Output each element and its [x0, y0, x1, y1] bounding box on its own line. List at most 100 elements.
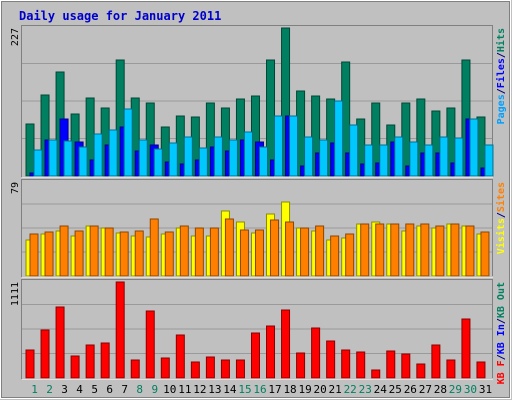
bar-sites — [104, 227, 114, 277]
bar-sites — [360, 223, 370, 277]
bar-sites — [119, 231, 129, 277]
legend-entry: / — [496, 212, 507, 218]
panel-legend: Visits/Sites — [495, 182, 507, 254]
bar-kb-f — [476, 361, 486, 379]
bar-sites — [285, 221, 295, 277]
bar-kb-f — [296, 352, 306, 379]
legend-entry: / — [496, 52, 507, 58]
bar-sites — [465, 225, 475, 277]
bar-kb-f — [416, 363, 426, 379]
bar-pages — [63, 140, 73, 177]
x-tick-label: 17 — [268, 383, 281, 396]
bar-pages — [349, 124, 359, 177]
bar-sites — [435, 225, 445, 277]
legend-entry: / — [496, 354, 507, 360]
bar-pages — [228, 139, 238, 177]
bar-kb-f — [40, 329, 50, 379]
bar-pages — [364, 144, 374, 177]
bar-sites — [194, 227, 204, 277]
bar-pages — [213, 136, 223, 177]
bar-sites — [375, 223, 385, 277]
x-tick-label: 6 — [106, 383, 113, 396]
bar-pages — [319, 139, 329, 177]
legend-entry: Files — [495, 58, 507, 88]
bar-sites — [209, 227, 219, 277]
bar-kb-f — [160, 357, 170, 379]
bar-pages — [108, 129, 118, 177]
x-tick-label: 11 — [178, 383, 191, 396]
bar-kb-f — [266, 325, 276, 379]
legend-entry: KB In — [496, 324, 507, 354]
x-tick-label: 4 — [76, 383, 83, 396]
x-tick-label: 19 — [298, 383, 311, 396]
legend-entry: Sites — [495, 182, 507, 212]
legend-entry: KB F — [496, 360, 507, 384]
bar-sites — [300, 227, 310, 277]
panel-max-label: 227 — [10, 28, 21, 46]
bar-kb-f — [356, 351, 366, 379]
x-tick-label: 30 — [464, 383, 477, 396]
bar-pages — [289, 115, 299, 177]
x-tick-label: 18 — [283, 383, 296, 396]
bar-kb-f — [281, 309, 291, 379]
bar-pages — [123, 108, 133, 177]
bar-sites — [59, 225, 69, 277]
x-tick-label: 10 — [163, 383, 176, 396]
x-tick-label: 21 — [329, 383, 342, 396]
bar-sites — [74, 230, 84, 277]
bar-kb-f — [461, 318, 471, 379]
panel-max-label: 1111 — [10, 282, 21, 306]
bar-pages — [334, 100, 344, 177]
bar-pages — [183, 136, 193, 177]
bar-sites — [480, 231, 490, 277]
x-tick-label: 27 — [419, 383, 432, 396]
bar-sites — [89, 225, 99, 277]
x-tick-label: 14 — [223, 383, 237, 396]
bar-pages — [484, 144, 494, 177]
bar-kb-f — [446, 359, 456, 379]
x-tick-label: 2 — [46, 383, 53, 396]
bar-kb-f — [190, 361, 200, 379]
x-tick-label: 15 — [238, 383, 251, 396]
bar-kb-f — [175, 334, 185, 379]
bar-pages — [33, 149, 43, 177]
bar-sites — [345, 233, 355, 277]
bar-kb-f — [311, 327, 321, 379]
x-tick-label: 22 — [344, 383, 357, 396]
x-tick-label: 26 — [404, 383, 417, 396]
bar-pages — [409, 141, 419, 177]
bar-kb-f — [205, 356, 215, 379]
bar-sites — [315, 225, 325, 277]
bar-kb-f — [250, 332, 260, 379]
x-tick-label: 31 — [479, 383, 492, 396]
bar-pages — [454, 137, 464, 177]
x-tick-label: 1 — [31, 383, 38, 396]
x-tick-label: 29 — [449, 383, 462, 396]
bar-pages — [274, 115, 284, 177]
chart-panels: 227Pages/Files/Hits79Visits/Sites1111KB … — [10, 25, 507, 384]
bar-sites — [179, 225, 189, 277]
panel-visits: 79 Visits/Sites — [10, 179, 507, 278]
bar-kb-f — [25, 349, 35, 379]
legend-entry: Hits — [495, 28, 507, 52]
x-tick-label: 20 — [314, 383, 327, 396]
bar-kb-f — [341, 349, 351, 379]
x-tick-label: 12 — [193, 383, 206, 396]
bar-pages — [258, 146, 268, 177]
bar-kb-f — [130, 359, 140, 379]
bar-kb-f — [115, 281, 125, 379]
bar-sites — [450, 223, 460, 277]
bar-pages — [48, 139, 58, 177]
bar-kb-f — [431, 344, 441, 379]
x-tick-label: 3 — [61, 383, 68, 396]
panel-max-label: 79 — [10, 182, 21, 194]
legend-entry: / — [496, 318, 507, 324]
x-tick-label: 16 — [253, 383, 266, 396]
bar-hits — [25, 123, 35, 177]
bar-sites — [390, 223, 400, 277]
bar-sites — [164, 231, 174, 277]
bar-pages — [168, 142, 178, 177]
